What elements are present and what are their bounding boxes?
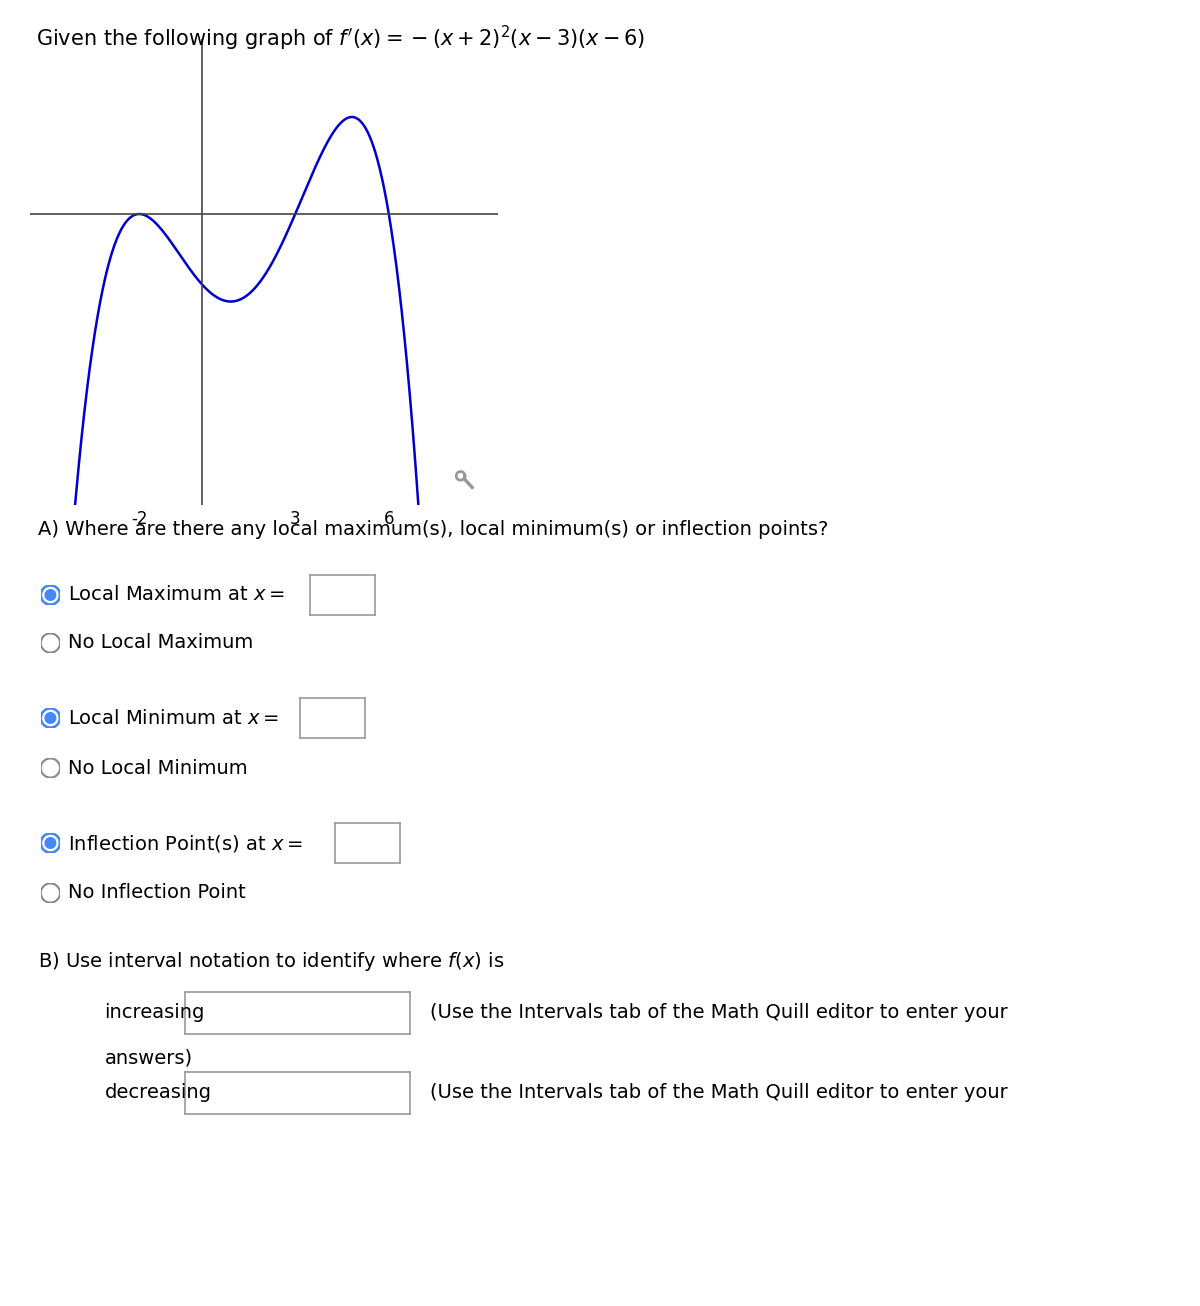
Text: Local Maximum at $x =$: Local Maximum at $x =$ — [68, 585, 286, 605]
Text: increasing: increasing — [104, 1003, 205, 1023]
Text: answers): answers) — [104, 1049, 192, 1067]
Text: Local Minimum at $x =$: Local Minimum at $x =$ — [68, 708, 280, 727]
Text: Inflection Point(s) at $x =$: Inflection Point(s) at $x =$ — [68, 832, 304, 854]
Polygon shape — [46, 590, 55, 601]
Text: (Use the Intervals tab of the Math Quill editor to enter your: (Use the Intervals tab of the Math Quill… — [430, 1003, 1008, 1023]
Text: No Inflection Point: No Inflection Point — [68, 883, 246, 902]
Text: No Local Minimum: No Local Minimum — [68, 759, 248, 777]
Polygon shape — [46, 837, 55, 849]
Text: decreasing: decreasing — [104, 1084, 211, 1102]
Text: A) Where are there any local maximum(s), local minimum(s) or inflection points?: A) Where are there any local maximum(s),… — [38, 520, 829, 539]
Text: (Use the Intervals tab of the Math Quill editor to enter your: (Use the Intervals tab of the Math Quill… — [430, 1084, 1008, 1102]
Polygon shape — [46, 713, 55, 724]
Text: Given the following graph of $f'(x) = -(x+2)^2(x-3)(x-6)$: Given the following graph of $f'(x) = -(… — [36, 24, 646, 52]
Text: B) Use interval notation to identify where $f(x)$ is: B) Use interval notation to identify whe… — [38, 949, 505, 973]
Text: No Local Maximum: No Local Maximum — [68, 633, 253, 653]
